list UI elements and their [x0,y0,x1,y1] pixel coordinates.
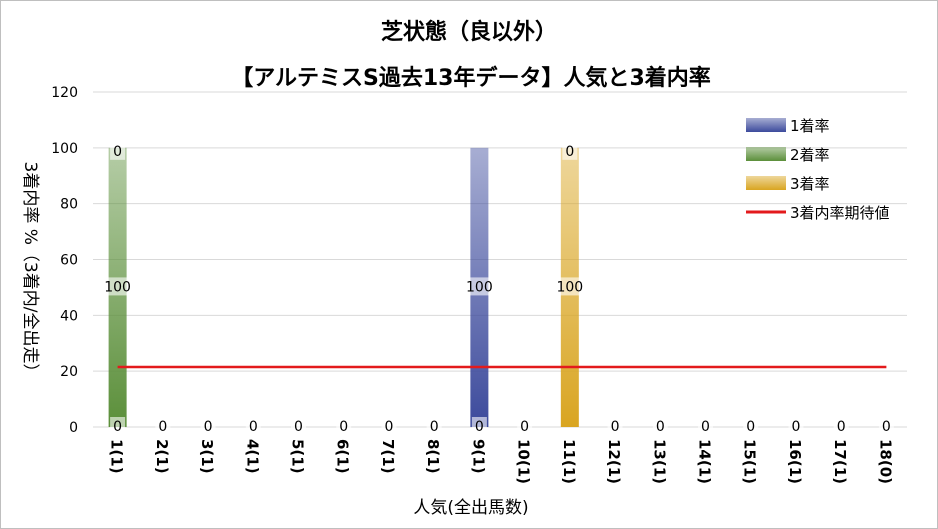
data-label-bottom: 0 [339,419,348,435]
data-label-bottom-bg [336,417,352,435]
x-tick-label: 6(1) [334,439,352,474]
data-label-bottom-bg [245,417,261,435]
data-label-bottom-bg [698,417,713,435]
x-tick-label: 7(1) [379,439,397,474]
x-tick-label: 15(1) [741,439,759,484]
data-label-bottom: 0 [746,419,755,435]
data-label-bottom-bg [607,417,623,435]
x-axis: 1(1) 2(1) 3(1) 4(1) 5(1) 6(1) 7(1) 8(1) 9(1) 10(1… [108,439,895,484]
x-tick-label: 12(1) [605,439,623,484]
y-tick-label: 100 [51,141,78,157]
data-label-top-bg [110,141,126,160]
data-label-bottom-bg [652,417,668,435]
data-label-bottom: 0 [701,419,710,435]
legend-label: 1着率 [790,117,830,135]
legend-swatch [746,147,786,161]
data-label-bottom: 0 [249,419,258,435]
data-label-bottom: 0 [204,419,213,435]
chart-title: 芝状態（良以外） [381,19,557,45]
data-label-bottom-bg [743,417,759,435]
data-label-bottom: 0 [475,419,484,435]
data-label-bottom-bg [291,417,306,435]
x-tick-label: 3(1) [198,439,216,474]
legend-swatch [746,118,786,132]
data-label-layer: 0 0 0 0 0 0 0 0 0 0 0 0 0 0 0 0 0 100 100 100 0 0 [101,141,894,435]
data-label-middle: 100 [466,279,493,295]
data-label-bottom: 0 [113,419,122,435]
data-label-bottom: 0 [882,419,891,435]
data-label-bottom: 0 [384,419,393,435]
x-tick-label: 11(1) [560,439,578,484]
data-label-top-bg [562,141,578,160]
x-tick-label: 8(1) [424,439,442,474]
data-label-middle-bg [462,277,496,296]
x-tick-label: 17(1) [831,439,849,484]
data-label-bottom-bg [381,417,397,435]
y-tick-label: 20 [60,364,78,380]
x-tick-label: 4(1) [243,439,261,474]
y-tick-label: 40 [60,308,78,324]
data-label-bottom-bg [426,417,442,435]
legend-label: 3着率 [790,175,830,193]
y-tick-label: 120 [51,85,78,101]
data-label-top: 0 [113,144,122,160]
legend-label: 2着率 [790,146,830,164]
y-tick-label: 80 [60,197,78,213]
data-label-bottom: 0 [294,419,303,435]
data-label-top: 0 [565,144,574,160]
x-tick-label: 1(1) [108,439,126,474]
legend-swatch [746,176,786,190]
data-label-bottom: 0 [520,419,529,435]
legend: 1着率 2着率 3着率 3着内率期待値 [746,117,890,222]
x-tick-label: 13(1) [650,439,668,484]
x-tick-label: 18(0) [876,439,894,484]
x-tick-label: 5(1) [289,439,307,474]
y-tick-label: 0 [69,420,78,436]
x-tick-label: 2(1) [153,439,171,474]
chart-subtitle: 【アルテミスS過去13年データ】人気と3着内率 [231,65,711,91]
data-label-bottom-bg [878,417,894,435]
data-label-bottom-bg [110,417,126,435]
data-label-bottom-bg [517,417,533,435]
data-label-bottom: 0 [791,419,800,435]
gridlines [93,91,907,428]
y-axis: 0 20 40 60 80 100 120 [51,85,78,436]
data-label-middle-bg [101,277,135,296]
y-axis-title: 3着内率 %（3着内/全出走） [20,162,40,381]
bar-layer [108,147,579,428]
data-label-bottom-bg [833,417,849,435]
data-label-middle: 100 [104,279,131,295]
data-label-bottom-bg [200,417,216,435]
x-tick-label: 16(1) [786,439,804,484]
data-label-bottom-bg [471,417,487,435]
x-tick-label: 14(1) [696,439,714,484]
x-tick-label: 10(1) [515,439,533,484]
x-tick-label: 9(1) [469,439,487,474]
x-axis-title: 人気(全出馬数) [413,498,528,518]
data-label-bottom: 0 [158,419,167,435]
data-label-middle-bg [553,277,587,296]
data-label-bottom-bg [788,417,804,435]
data-label-middle: 100 [556,279,583,295]
data-label-bottom: 0 [611,419,620,435]
data-label-bottom-bg [155,417,171,435]
legend-label: 3着内率期待値 [790,204,890,222]
y-tick-label: 60 [60,253,78,269]
data-label-bottom: 0 [837,419,846,435]
data-label-bottom: 0 [656,419,665,435]
data-label-bottom: 0 [430,419,439,435]
